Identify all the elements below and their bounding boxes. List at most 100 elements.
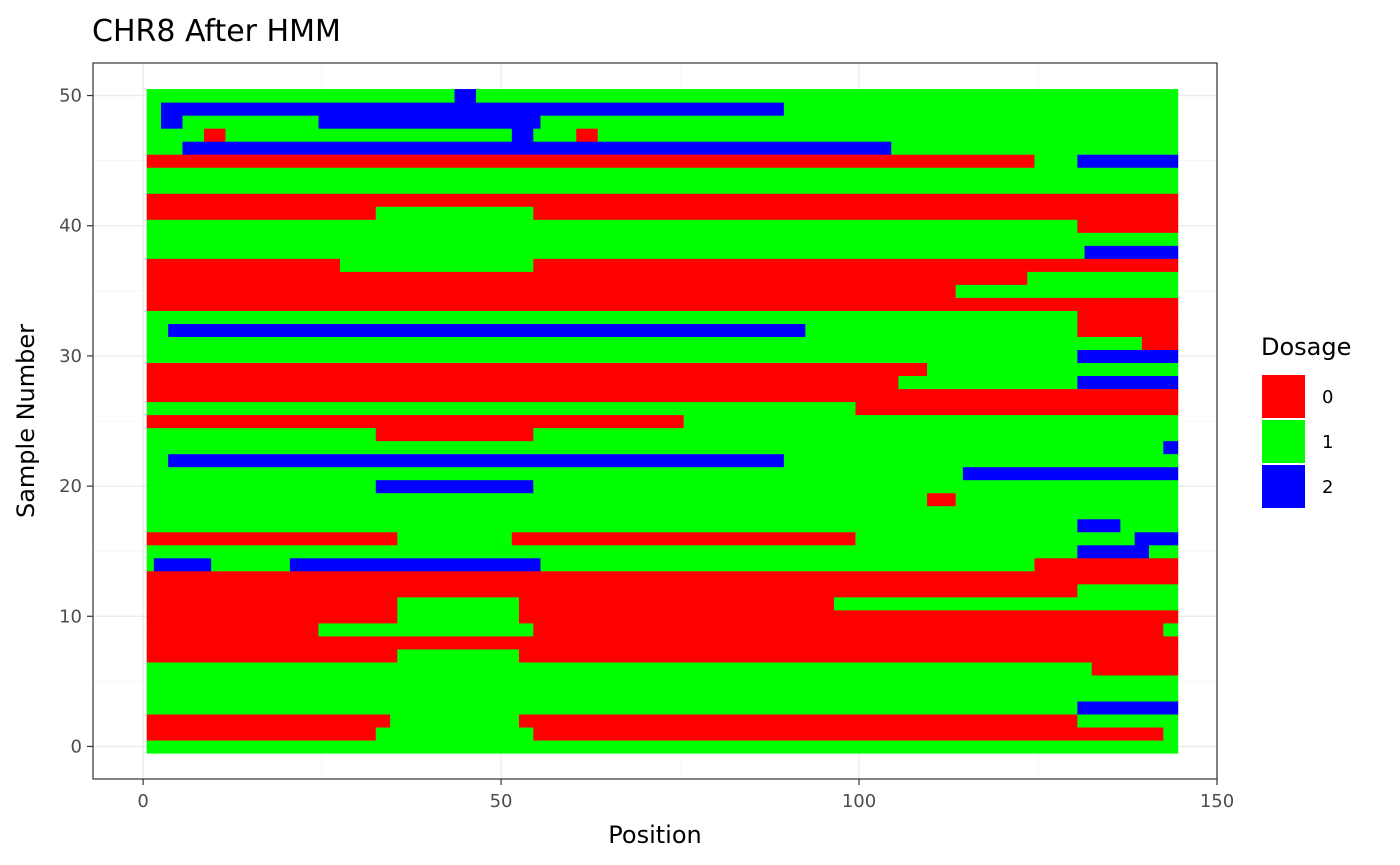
heatmap-tile xyxy=(153,557,212,572)
heatmap-tile xyxy=(1077,518,1121,533)
heatmap-tile xyxy=(146,492,928,507)
heatmap-tile xyxy=(146,700,1078,715)
x-tick-label: 0 xyxy=(137,791,148,812)
heatmap-tile xyxy=(962,466,1179,481)
heatmap-tile xyxy=(146,544,1078,559)
heatmap-tile xyxy=(511,128,534,142)
heatmap-tile xyxy=(1077,713,1179,728)
heatmap-tile xyxy=(1134,531,1179,546)
y-tick-label: 0 xyxy=(71,736,82,757)
heatmap-tile xyxy=(161,102,785,116)
heatmap-tile xyxy=(533,206,1179,220)
heatmap-tile xyxy=(146,401,857,416)
legend: Dosage 0 1 2 xyxy=(1261,333,1351,508)
heatmap-tile xyxy=(146,570,1036,585)
heatmap-tile xyxy=(146,726,377,741)
heatmap-tile xyxy=(146,687,1179,702)
heatmap-tile xyxy=(476,89,1179,103)
heatmap-tile xyxy=(182,141,892,155)
chart-title: CHR8 After HMM xyxy=(92,14,341,49)
heatmap-tile xyxy=(454,89,477,103)
heatmap-tile xyxy=(576,128,599,142)
heatmap-tile xyxy=(146,167,1179,181)
heatmap-tile xyxy=(397,596,520,611)
heatmap-tile xyxy=(203,128,227,142)
heatmap-tile xyxy=(891,141,1179,155)
heatmap-tile xyxy=(533,258,1179,272)
heatmap-tile xyxy=(533,427,1179,442)
heatmap-tile xyxy=(533,726,1164,741)
heatmap-tile xyxy=(518,648,1179,663)
heatmap-tile xyxy=(1034,570,1179,585)
y-tick-label: 30 xyxy=(59,346,82,367)
heatmap-tile xyxy=(533,622,1164,637)
heatmap-tile xyxy=(1120,518,1179,533)
heatmap-tile xyxy=(146,310,1078,324)
heatmap-tile xyxy=(146,102,162,116)
heatmap-tile xyxy=(146,89,456,103)
heatmap-tile xyxy=(146,349,1078,364)
heatmap-tile xyxy=(1077,700,1179,715)
heatmap-tile xyxy=(146,388,900,403)
heatmap-tile xyxy=(1077,336,1143,350)
x-tick-label: 150 xyxy=(1200,791,1234,812)
heatmap-tile xyxy=(540,115,1179,129)
y-tick-label: 50 xyxy=(59,86,82,107)
heatmap-tile xyxy=(146,284,957,298)
heatmap-tile xyxy=(146,128,205,142)
heatmap-tile xyxy=(146,115,162,129)
heatmap-tile xyxy=(146,583,1078,598)
legend-swatch xyxy=(1262,465,1305,508)
heatmap-tile xyxy=(146,362,928,377)
legend-label: 0 xyxy=(1322,387,1333,408)
heatmap-tile xyxy=(1077,219,1179,233)
heatmap-tile xyxy=(955,492,1179,507)
heatmap-tile xyxy=(1077,310,1179,324)
heatmap-tile xyxy=(375,479,534,494)
heatmap-tile xyxy=(1027,271,1179,285)
heatmap-tile xyxy=(182,115,320,129)
heatmap-tile xyxy=(1077,349,1179,364)
heatmap-tile xyxy=(289,557,542,572)
heatmap-tile xyxy=(1163,440,1179,455)
heatmap-tile xyxy=(211,557,291,572)
heatmap-tile xyxy=(375,427,534,442)
heatmap-tile xyxy=(855,531,1136,546)
heatmap-tile xyxy=(1077,583,1179,598)
heatmap-tile xyxy=(518,609,1179,624)
heatmap-tile xyxy=(146,661,1093,676)
legend-swatch xyxy=(1262,420,1305,463)
heatmap-tile xyxy=(1034,154,1078,168)
heatmap-tile xyxy=(146,219,1078,233)
heatmap-tile xyxy=(1091,661,1179,676)
heatmap-tile xyxy=(1163,622,1179,637)
heatmap-tile xyxy=(597,128,1179,142)
heatmap-tile xyxy=(898,375,1078,390)
heatmap-tile xyxy=(1084,232,1179,246)
plot-panel xyxy=(92,62,1218,780)
heatmap-tile xyxy=(146,596,398,611)
heatmap-tile xyxy=(1077,544,1150,559)
heatmap-tile xyxy=(533,479,1179,494)
heatmap-tile xyxy=(146,440,1164,455)
heatmap-tile xyxy=(397,648,520,663)
heatmap-tile xyxy=(339,258,534,272)
legend-swatch xyxy=(1262,375,1305,418)
heatmap-tile xyxy=(533,128,577,142)
heatmap-tile xyxy=(783,453,1179,468)
heatmap-tile xyxy=(318,622,534,637)
heatmap-tile xyxy=(927,362,1179,377)
heatmap-tile xyxy=(518,596,835,611)
heatmap-tile xyxy=(540,557,1036,572)
heatmap-tile xyxy=(898,388,1179,403)
heatmap-tile xyxy=(390,713,520,728)
heatmap-tile xyxy=(511,531,857,546)
heatmap-tile xyxy=(146,453,169,468)
heatmap-tile xyxy=(146,505,1179,520)
heatmap-tile xyxy=(146,622,320,637)
heatmap-tile xyxy=(375,206,534,220)
y-axis: 0 10 20 30 40 50 xyxy=(59,86,93,757)
heatmap-tile xyxy=(146,336,1078,350)
heatmap-tile xyxy=(146,414,685,429)
